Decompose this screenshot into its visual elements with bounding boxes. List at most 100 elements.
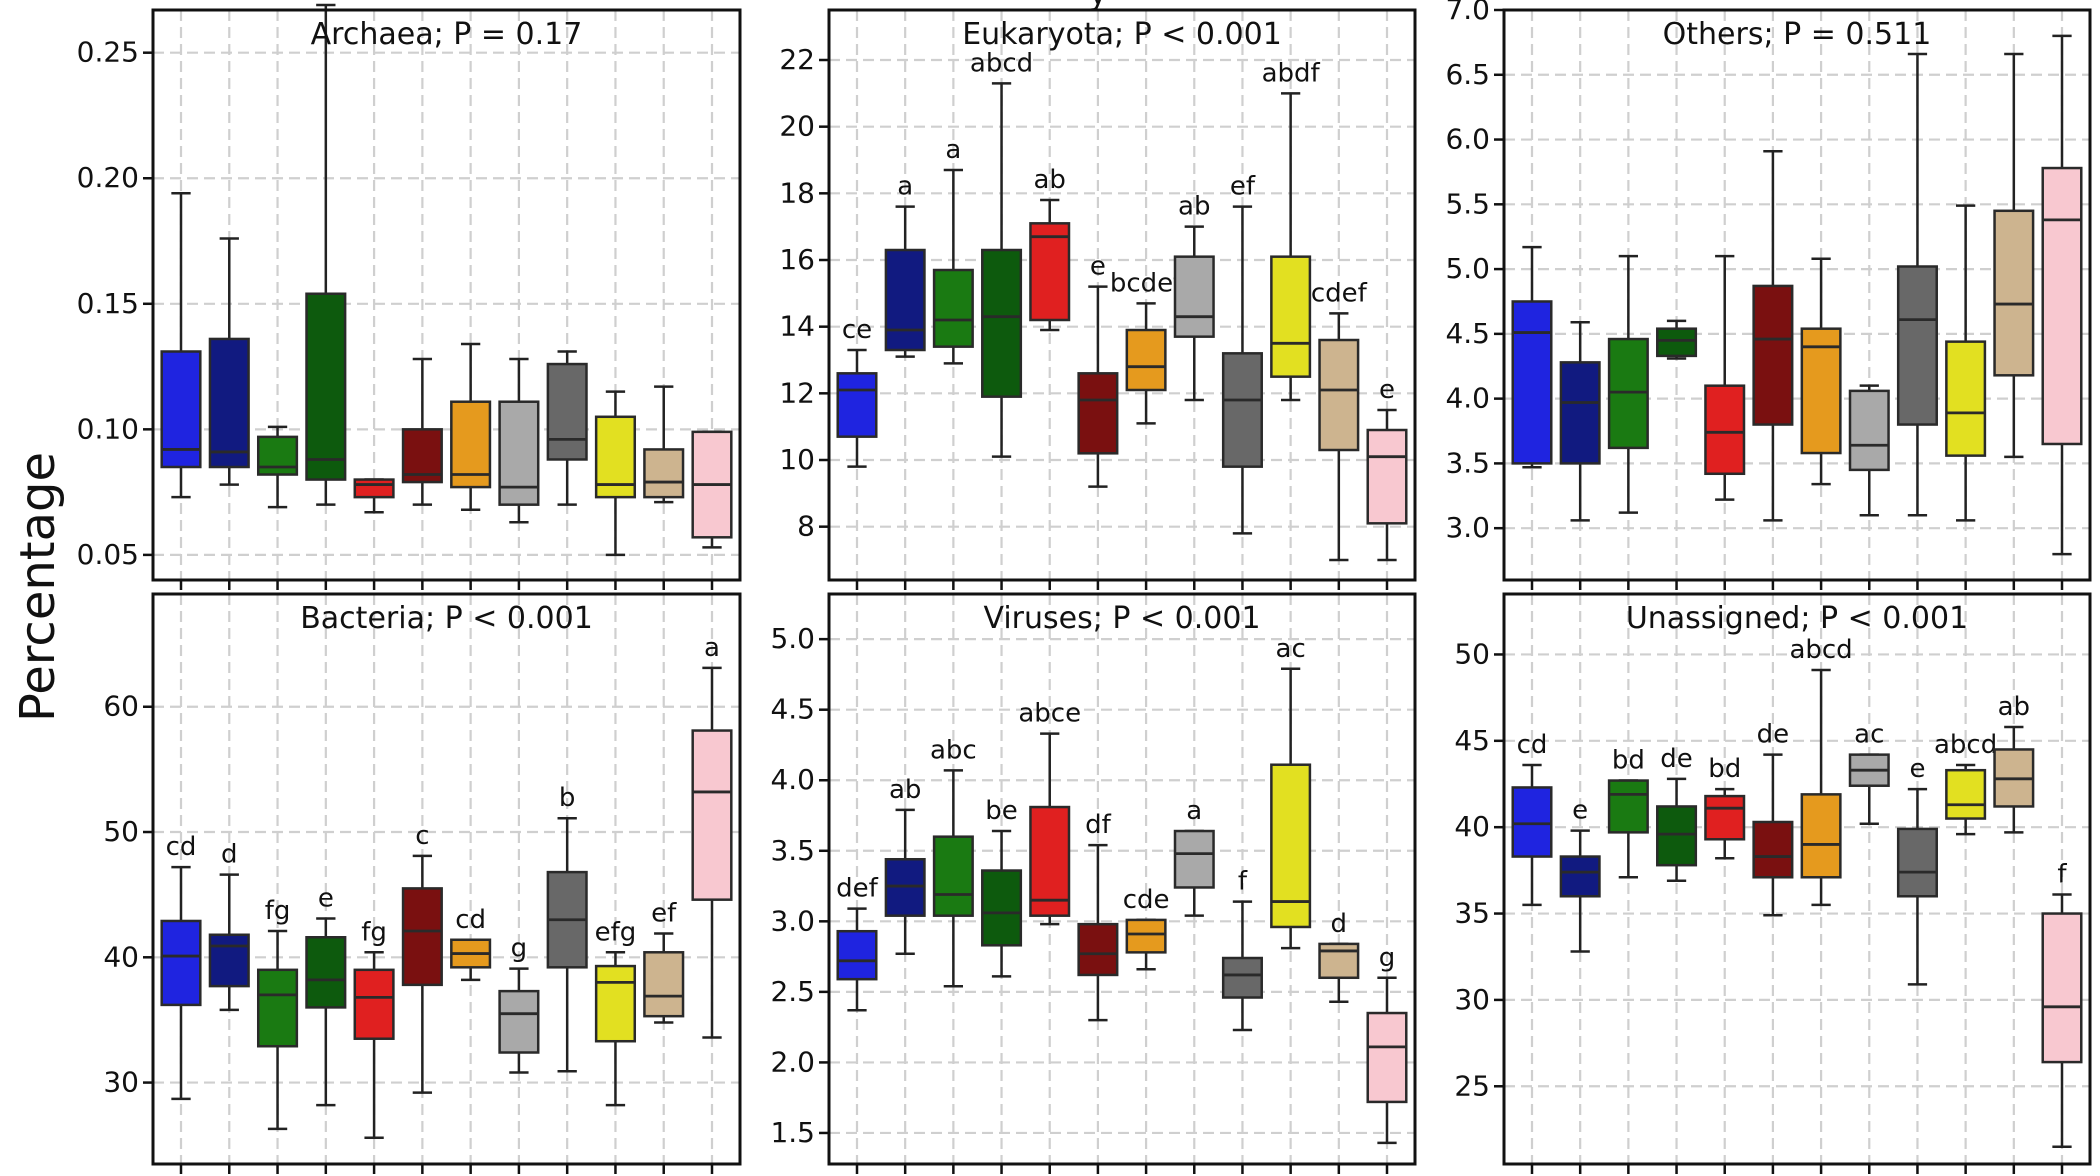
y-tick-label: 5.0 — [1445, 252, 1490, 285]
significance-letter: cd — [166, 832, 197, 862]
box-viruses-1: def — [836, 874, 879, 1012]
y-tick-label: 60 — [103, 690, 139, 723]
y-tick-label: 40 — [1454, 810, 1490, 843]
significance-letter: ef — [651, 898, 677, 928]
box-others-8 — [1848, 384, 1890, 517]
box-others-6 — [1752, 149, 1794, 522]
significance-letter: b — [559, 783, 576, 813]
box-body — [1366, 1011, 1408, 1104]
box-body — [1896, 265, 1938, 426]
box-eukaryota-5: ab — [1029, 165, 1071, 332]
significance-letter: abce — [1018, 699, 1081, 729]
y-tick-label: 6.5 — [1445, 58, 1490, 91]
y-tick-label: 6.0 — [1445, 123, 1490, 156]
y-tick-label: 12 — [779, 376, 815, 409]
box-others-12 — [2041, 34, 2083, 556]
box-body — [1896, 827, 1938, 898]
panel-frame — [1502, 592, 2092, 1166]
box-body — [498, 989, 540, 1054]
significance-letter: ab — [1034, 165, 1066, 195]
significance-letter: a — [1186, 796, 1202, 826]
panel-frame — [827, 8, 1417, 582]
box-body — [256, 435, 299, 476]
box-unassigned-3: bd — [1607, 746, 1649, 879]
panel-eukaryota: 810121416182022ceaaabcdabebcdefabefabdfc… — [779, 8, 1417, 590]
y-tick-label: 7.0 — [1445, 0, 1490, 26]
box-body — [1029, 222, 1071, 322]
box-body — [1656, 327, 1698, 358]
box-body — [836, 929, 878, 981]
significance-letter: ac — [1854, 720, 1884, 750]
box-bacteria-5: fg — [353, 917, 395, 1139]
y-tick-label: 50 — [103, 815, 139, 848]
box-body — [1752, 284, 1794, 426]
box-eukaryota-12: e — [1366, 375, 1408, 562]
box-body — [1656, 805, 1698, 867]
box-body — [884, 248, 926, 352]
box-bacteria-12: a — [691, 633, 733, 1039]
box-unassigned-4: de — [1656, 744, 1698, 882]
box-unassigned-10: abcd — [1934, 730, 1997, 836]
box-archaea-2 — [208, 237, 250, 486]
box-body — [353, 478, 395, 499]
box-body — [1270, 763, 1312, 929]
y-tick-label: 10 — [779, 443, 815, 476]
y-tick-label: 30 — [1454, 983, 1490, 1016]
box-bacteria-11: ef — [643, 898, 685, 1024]
box-body — [1945, 340, 1987, 457]
y-tick-label: 2.5 — [770, 975, 815, 1008]
box-bacteria-7: cd — [450, 905, 492, 982]
box-archaea-6 — [401, 357, 443, 506]
box-eukaryota-6: e — [1077, 252, 1119, 488]
box-body — [1704, 794, 1746, 841]
box-eukaryota-3: a — [932, 135, 974, 365]
box-others-10 — [1945, 204, 1987, 522]
box-bacteria-3: fg — [256, 896, 299, 1131]
box-body — [1221, 956, 1263, 999]
box-body — [450, 400, 492, 489]
significance-letter: f — [1238, 867, 1248, 897]
box-body — [353, 968, 395, 1040]
box-unassigned-2: e — [1559, 796, 1601, 953]
significance-letter: d — [221, 840, 238, 870]
y-tick-label: 3.5 — [770, 834, 815, 867]
y-tick-label: 0.25 — [77, 36, 139, 69]
significance-letter: abcd — [970, 48, 1033, 78]
box-viruses-9: f — [1221, 867, 1263, 1032]
box-eukaryota-9: ef — [1221, 172, 1263, 535]
box-body — [1221, 352, 1263, 468]
y-tick-label: 22 — [779, 43, 815, 76]
y-tick-label: 8 — [797, 510, 815, 543]
box-body — [1800, 327, 1842, 455]
box-body — [1173, 829, 1215, 889]
box-archaea-5 — [353, 478, 395, 514]
significance-letter: e — [1379, 375, 1395, 405]
y-tick-label: 2.0 — [770, 1045, 815, 1078]
box-bacteria-10: efg — [595, 917, 636, 1107]
box-others-11 — [1993, 52, 2035, 459]
box-body — [401, 887, 443, 987]
box-archaea-7 — [450, 342, 492, 511]
significance-letter: cde — [1123, 885, 1170, 915]
significance-letter: bd — [1612, 746, 1645, 776]
significance-letter: ac — [1276, 634, 1306, 664]
box-bacteria-9: b — [546, 783, 588, 1073]
box-eukaryota-10: abdf — [1262, 58, 1321, 402]
significance-letter: def — [836, 874, 879, 904]
box-others-5 — [1704, 254, 1746, 501]
box-viruses-2: ab — [884, 775, 926, 956]
box-body — [1077, 372, 1119, 455]
y-tick-label: 20 — [779, 110, 815, 143]
y-tick-label: 35 — [1454, 897, 1490, 930]
box-archaea-8 — [498, 357, 540, 524]
box-viruses-3: abc — [930, 735, 977, 988]
significance-letter: a — [704, 633, 720, 663]
box-body — [1173, 255, 1215, 338]
box-others-4 — [1656, 319, 1698, 360]
significance-letter: abdf — [1262, 58, 1321, 88]
box-bacteria-2: d — [208, 840, 250, 1012]
box-body — [546, 362, 588, 461]
box-viruses-4: be — [981, 796, 1023, 978]
y-tick-label: 3.0 — [1445, 511, 1490, 544]
